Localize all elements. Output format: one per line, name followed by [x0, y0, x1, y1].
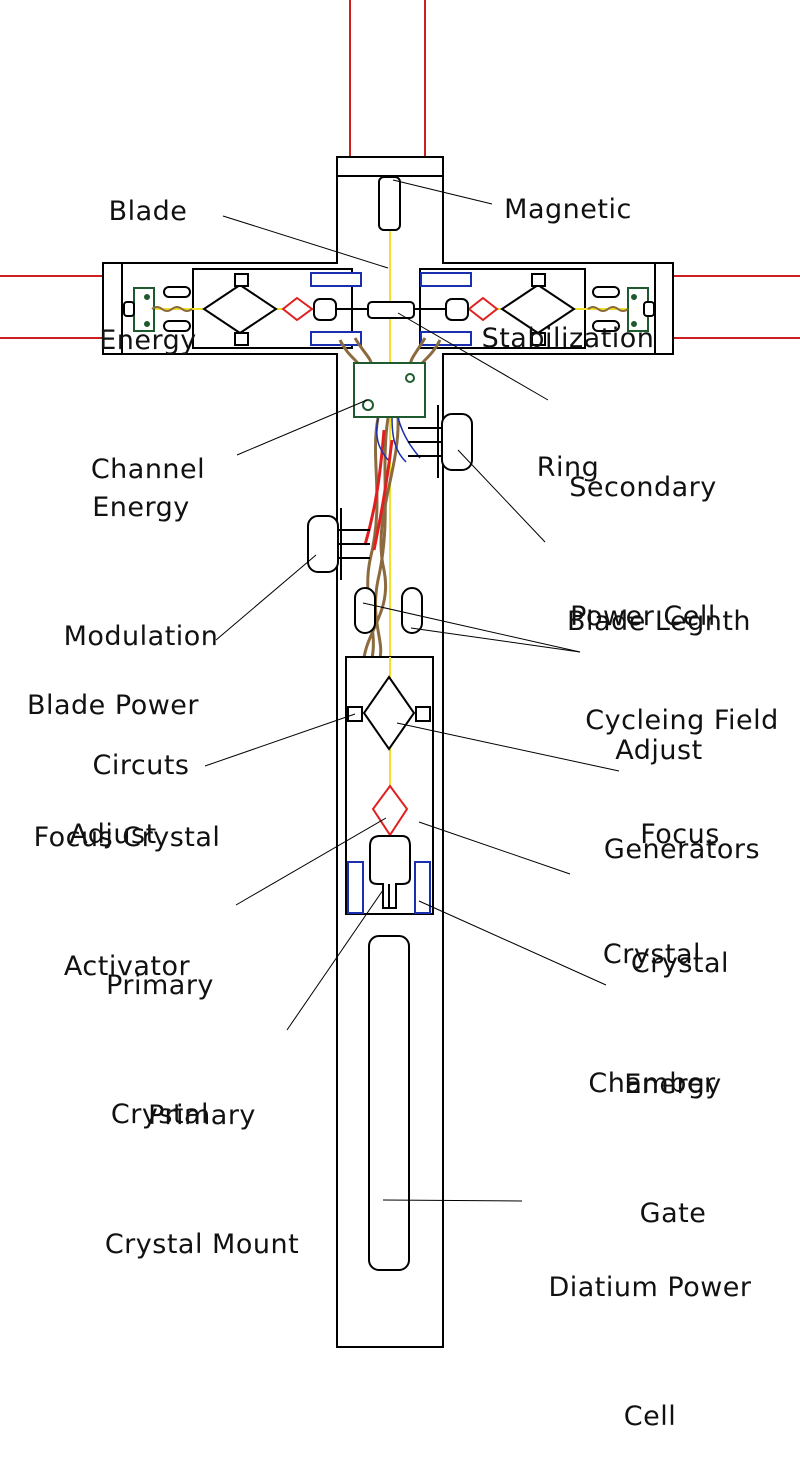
- focus-crystal-activator-right: [415, 706, 431, 722]
- focus-crystal-diamond: [362, 675, 416, 751]
- label-blade-energy-channel: Blade Energy Channel: [90, 196, 206, 485]
- magnetic-stabilization-ring-part: [378, 176, 401, 231]
- blade-left: [0, 275, 103, 339]
- wiring-red: [363, 429, 394, 551]
- blade-top: [349, 0, 426, 158]
- cycling-field-generator-right: [401, 587, 423, 634]
- label-energy-modulation-circuits: Energy Modulation Circuts: [63, 492, 219, 781]
- energy-modulation-circuit-board: [353, 362, 426, 418]
- right-crystal-mount: [445, 298, 469, 321]
- lightsaber-cross-section-diagram: [0, 0, 800, 1348]
- label-energy-gate: Energy Gate: [624, 1069, 722, 1229]
- right-crystal: [467, 296, 499, 322]
- blade-right: [673, 275, 800, 339]
- right-end-cap: [643, 301, 655, 317]
- label-primary-crystal-mount: Primary Crystal Mount: [104, 1100, 300, 1260]
- right-activator-bottom: [531, 332, 546, 346]
- left-crystal-mount: [313, 298, 337, 321]
- left-gate-top: [310, 272, 362, 287]
- left-gate-bottom: [310, 331, 362, 346]
- left-coil-top: [163, 286, 191, 298]
- blade-length-adjust-knob: [408, 405, 473, 478]
- label-secondary-power-cell: Secondary Power Cell: [569, 472, 717, 632]
- label-focus-crystal-activator: Focus Crystal Activator: [33, 822, 221, 982]
- label-focus-crystal: Focus Crystal: [630, 819, 730, 979]
- label-magnetic-stabilization-ring: Magnetic Stabilization Ring: [481, 194, 655, 483]
- label-primary-crystal: Primary Crystal: [106, 970, 214, 1130]
- left-activator-bottom: [234, 332, 249, 346]
- right-coil-bottom: [592, 320, 620, 332]
- right-coil-top: [592, 286, 620, 298]
- label-blade-length-adjust: Blade Legnth Adjust: [566, 606, 752, 766]
- right-gate-top: [420, 272, 472, 287]
- left-activator-top: [234, 273, 249, 287]
- left-crystal: [281, 296, 314, 322]
- label-diatium-power-cell: Diatium Power Cell: [548, 1272, 752, 1432]
- left-wave-coil: [151, 306, 193, 312]
- label-crystal-chamber: Crystal Chamber: [588, 939, 716, 1099]
- diatium-power-cell-part: [368, 935, 410, 1271]
- left-end-cap: [123, 301, 135, 317]
- cycling-field-generator-left: [354, 587, 376, 634]
- energy-gate-right: [414, 861, 431, 914]
- right-wave-coil: [587, 306, 629, 312]
- primary-crystal-mount-shape: [369, 835, 411, 909]
- secondary-power-cell-part: [336, 301, 446, 319]
- label-blade-power-adjust: Blade Power Adjust: [26, 690, 200, 850]
- left-coil-bottom: [163, 320, 191, 332]
- leader-lines: [204, 179, 620, 1202]
- energy-gate-left: [347, 861, 364, 914]
- right-activator-top: [531, 273, 546, 287]
- label-cycling-field-generators: Cycleing Field Generators: [585, 705, 779, 865]
- blade-power-adjust-knob: [307, 508, 370, 580]
- right-gate-bottom: [420, 331, 472, 346]
